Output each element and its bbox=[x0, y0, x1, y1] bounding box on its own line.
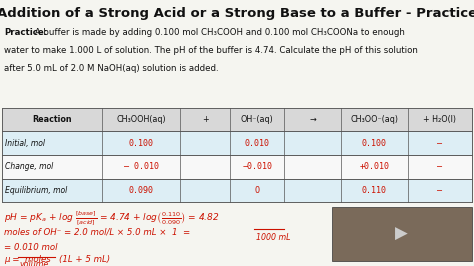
Text: Change, mol: Change, mol bbox=[5, 162, 53, 171]
Text: 0.100: 0.100 bbox=[362, 139, 387, 148]
Text: 0.110: 0.110 bbox=[362, 186, 387, 195]
Text: water to make 1.000 L of solution. The pH of the buffer is 4.74. Calculate the p: water to make 1.000 L of solution. The p… bbox=[4, 46, 418, 55]
Text: –: – bbox=[437, 186, 442, 195]
Text: – 0.010: – 0.010 bbox=[124, 162, 158, 171]
Text: CH₃OO⁻(aq): CH₃OO⁻(aq) bbox=[350, 115, 399, 124]
Text: −0.010: −0.010 bbox=[242, 162, 272, 171]
Text: Practice:: Practice: bbox=[4, 28, 47, 37]
Text: 0.100: 0.100 bbox=[128, 139, 154, 148]
Text: →: → bbox=[310, 115, 316, 124]
Bar bbox=[332, 207, 472, 261]
Text: + H₂O(l): + H₂O(l) bbox=[423, 115, 456, 124]
Text: 0.090: 0.090 bbox=[128, 186, 154, 195]
Text: 0.010: 0.010 bbox=[245, 139, 270, 148]
Text: O: O bbox=[255, 186, 260, 195]
Text: A buffer is made by adding 0.100 mol CH₃COOH and 0.100 mol CH₃COONa to enough: A buffer is made by adding 0.100 mol CH₃… bbox=[32, 28, 405, 37]
Bar bbox=[2, 108, 472, 131]
Bar bbox=[2, 155, 472, 178]
Text: pH = p$K_a$ + log $\frac{[base]}{[acid]}$ = 4.74 + log$\left(\frac{0.110}{0.090}: pH = p$K_a$ + log $\frac{[base]}{[acid]}… bbox=[4, 209, 219, 227]
Text: –: – bbox=[437, 162, 442, 171]
Text: 1000 mL: 1000 mL bbox=[256, 233, 291, 242]
Text: after 5.0 mL of 2.0 M NaOH(aq) solution is added.: after 5.0 mL of 2.0 M NaOH(aq) solution … bbox=[4, 64, 219, 73]
Text: moles of OH⁻ = 2.0 mol/L × 5.0 mL ×  1  =: moles of OH⁻ = 2.0 mol/L × 5.0 mL × 1 = bbox=[4, 227, 190, 236]
Text: = 0.010 mol: = 0.010 mol bbox=[4, 243, 57, 252]
Text: +0.010: +0.010 bbox=[359, 162, 390, 171]
Text: –: – bbox=[437, 139, 442, 148]
Text: Reaction: Reaction bbox=[32, 115, 72, 124]
Text: volume: volume bbox=[19, 260, 48, 266]
Text: μ =  moles   (1L + 5 mL): μ = moles (1L + 5 mL) bbox=[4, 255, 110, 264]
Text: Initial, mol: Initial, mol bbox=[5, 139, 45, 148]
Text: Addition of a Strong Acid or a Strong Base to a Buffer - Practice: Addition of a Strong Acid or a Strong Ba… bbox=[0, 7, 474, 20]
Text: CH₃OOH(aq): CH₃OOH(aq) bbox=[116, 115, 166, 124]
Text: +: + bbox=[202, 115, 208, 124]
Text: OH⁻(aq): OH⁻(aq) bbox=[241, 115, 273, 124]
Text: ▶: ▶ bbox=[395, 225, 408, 243]
Text: Equilibrium, mol: Equilibrium, mol bbox=[5, 186, 67, 195]
Bar bbox=[2, 131, 472, 155]
Bar bbox=[2, 178, 472, 202]
